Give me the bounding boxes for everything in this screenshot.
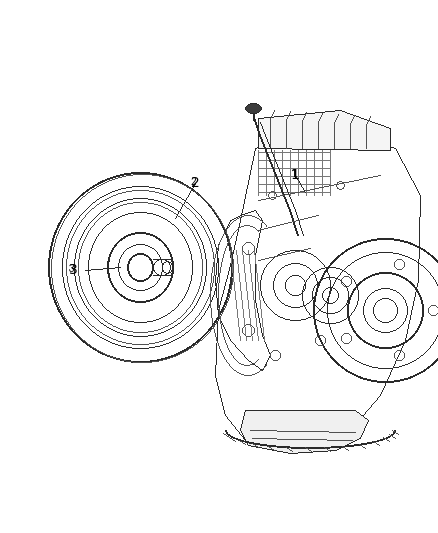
Text: 1: 1 [290, 168, 300, 182]
Text: 2: 2 [191, 176, 199, 190]
Text: 3: 3 [69, 263, 78, 277]
